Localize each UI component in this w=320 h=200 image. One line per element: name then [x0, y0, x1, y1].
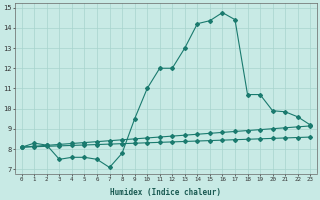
X-axis label: Humidex (Indice chaleur): Humidex (Indice chaleur): [110, 188, 221, 197]
